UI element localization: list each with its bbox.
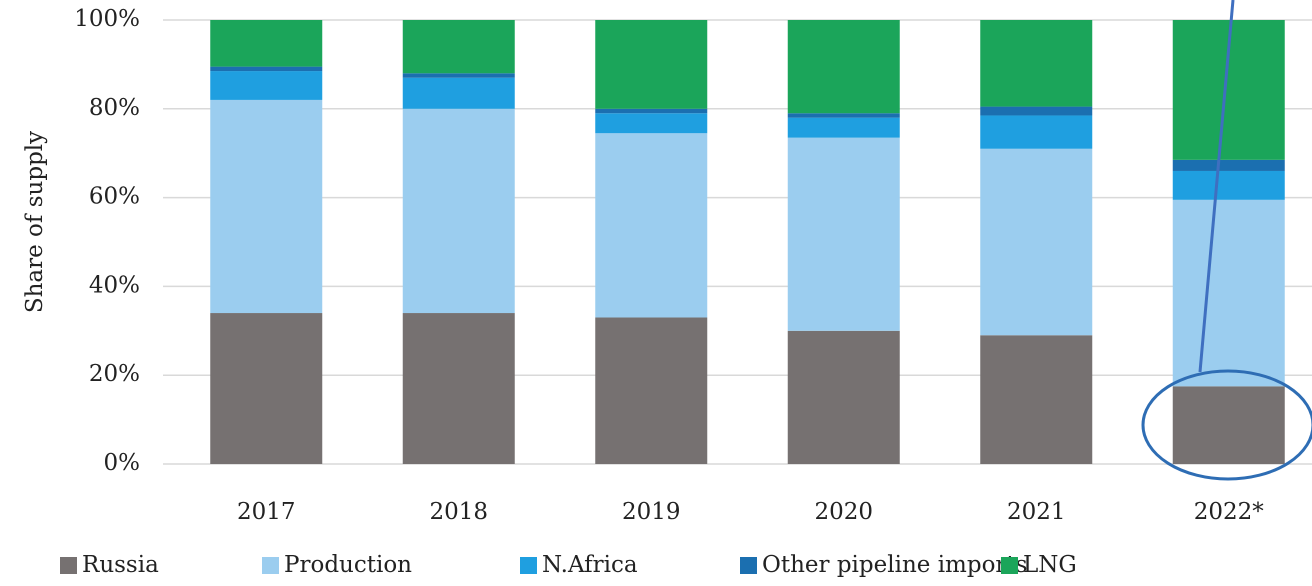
legend-label: LNG <box>1023 552 1077 578</box>
legend-label: Other pipeline imports <box>762 552 1027 578</box>
bar-segment <box>402 77 515 109</box>
bar-segment <box>980 20 1093 107</box>
legend-swatch <box>60 557 77 574</box>
bar-segment <box>1172 386 1285 464</box>
legend-label: Russia <box>82 552 159 578</box>
legend-swatch <box>740 557 757 574</box>
plot-area: 0% 20% 40% 60% 80% 100% 2017 2018 2019 2020 2021 20… <box>74 6 1312 525</box>
bar-segment <box>595 133 708 318</box>
x-tick-label: 2019 <box>622 499 681 525</box>
y-tick-label: 60% <box>89 184 140 210</box>
x-tick-label: 2017 <box>237 499 296 525</box>
bar-segment <box>210 71 323 100</box>
x-tick-label: 2022* <box>1194 499 1265 525</box>
annotation-ellipse <box>1141 369 1312 481</box>
bar-segment <box>787 137 900 331</box>
bar-segment <box>1172 159 1285 171</box>
x-tick-label: 2018 <box>429 499 488 525</box>
bar-segment <box>210 99 323 314</box>
x-tick-label: 2021 <box>1007 499 1066 525</box>
bar-segment <box>787 330 900 464</box>
legend-swatch <box>262 557 279 574</box>
bar-segment <box>1172 170 1285 200</box>
bar-segment <box>402 108 515 314</box>
legend-swatch <box>520 557 537 574</box>
bar-segment <box>210 20 323 67</box>
bar-segment <box>980 148 1093 336</box>
bar-segment <box>595 108 708 114</box>
y-axis-label: Share of supply <box>22 131 48 313</box>
y-tick-label: 20% <box>89 361 140 387</box>
bar-segment <box>787 113 900 118</box>
bar-segment <box>980 115 1093 149</box>
y-tick-label: 100% <box>74 6 140 32</box>
legend-swatch <box>1001 557 1018 574</box>
bar-segment <box>980 335 1093 464</box>
y-tick-label: 0% <box>104 450 141 476</box>
bar-segment <box>402 73 515 78</box>
legend-label: Production <box>284 552 412 578</box>
y-tick-label: 80% <box>89 95 140 121</box>
legend-label: N.Africa <box>542 552 638 578</box>
bar-segment <box>402 20 515 74</box>
bar-segment <box>210 313 323 464</box>
bar-segment <box>402 313 515 464</box>
y-tick-label: 40% <box>89 272 140 298</box>
bar-segment <box>595 20 708 109</box>
x-tick-label: 2020 <box>814 499 873 525</box>
annotation-arrow <box>1198 0 1235 373</box>
bar-segment <box>787 117 900 138</box>
bar-segment <box>980 106 1093 116</box>
bar-segment <box>595 317 708 464</box>
bar-segment <box>595 113 708 134</box>
bar-segment <box>787 20 900 114</box>
bar-segment <box>210 66 323 72</box>
bar-segment <box>1172 199 1285 387</box>
